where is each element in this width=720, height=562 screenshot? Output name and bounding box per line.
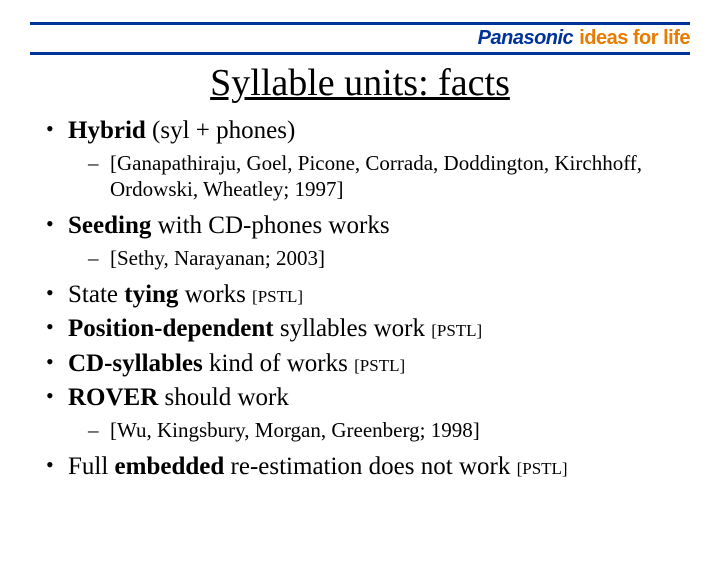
bullet-text: re-estimation does not work — [224, 453, 516, 480]
bullet-tag: [PSTL] — [517, 459, 568, 478]
bullet-text: (syl + phones) — [146, 117, 296, 144]
bullet-text-bold: embedded — [115, 453, 225, 480]
logo-row: Panasonic ideas for life — [0, 25, 720, 52]
sub-bullet-citation: [Sethy, Narayanan; 2003] — [88, 245, 680, 271]
bullet-text: Full — [68, 453, 115, 480]
bullet-rover: ROVER should work [Wu, Kingsbury, Morgan… — [40, 382, 680, 443]
bullet-hybrid: Hybrid (syl + phones) [Ganapathiraju, Go… — [40, 115, 680, 202]
bullet-tag: [PSTL] — [354, 356, 405, 375]
bullet-text: kind of works — [203, 350, 354, 377]
bullet-state-tying: State tying works [PSTL] — [40, 279, 680, 312]
bullet-text-bold: ROVER — [68, 384, 158, 411]
bullet-text-bold: CD-syllables — [68, 350, 203, 377]
logo-tagline: ideas for life — [579, 27, 690, 50]
bullet-tag: [PSTL] — [252, 287, 303, 306]
bullet-list: Hybrid (syl + phones) [Ganapathiraju, Go… — [40, 115, 680, 484]
bullet-text-bold: Seeding — [68, 212, 151, 239]
bullet-text-bold: tying — [124, 281, 178, 308]
bullet-full-embedded: Full embedded re-estimation does not wor… — [40, 451, 680, 484]
logo-brand: Panasonic — [478, 27, 574, 50]
bullet-text: works — [178, 281, 252, 308]
bullet-cd-syllables: CD-syllables kind of works [PSTL] — [40, 348, 680, 381]
sub-bullet-citation: [Ganapathiraju, Goel, Picone, Corrada, D… — [88, 150, 680, 203]
bullet-text: should work — [158, 384, 289, 411]
slide-content: Hybrid (syl + phones) [Ganapathiraju, Go… — [0, 115, 720, 484]
under-rule — [30, 52, 690, 55]
slide-title: Syllable units: facts — [0, 61, 720, 105]
bullet-text-bold: Position-dependent — [68, 315, 274, 342]
bullet-tag: [PSTL] — [431, 321, 482, 340]
bullet-position-dependent: Position-dependent syllables work [PSTL] — [40, 313, 680, 346]
bullet-text: State — [68, 281, 124, 308]
bullet-text-bold: Hybrid — [68, 117, 146, 144]
bullet-text: with CD-phones works — [151, 212, 389, 239]
bullet-text: syllables work — [274, 315, 432, 342]
sub-bullet-citation: [Wu, Kingsbury, Morgan, Greenberg; 1998] — [88, 417, 680, 443]
bullet-seeding: Seeding with CD-phones works [Sethy, Nar… — [40, 210, 680, 271]
